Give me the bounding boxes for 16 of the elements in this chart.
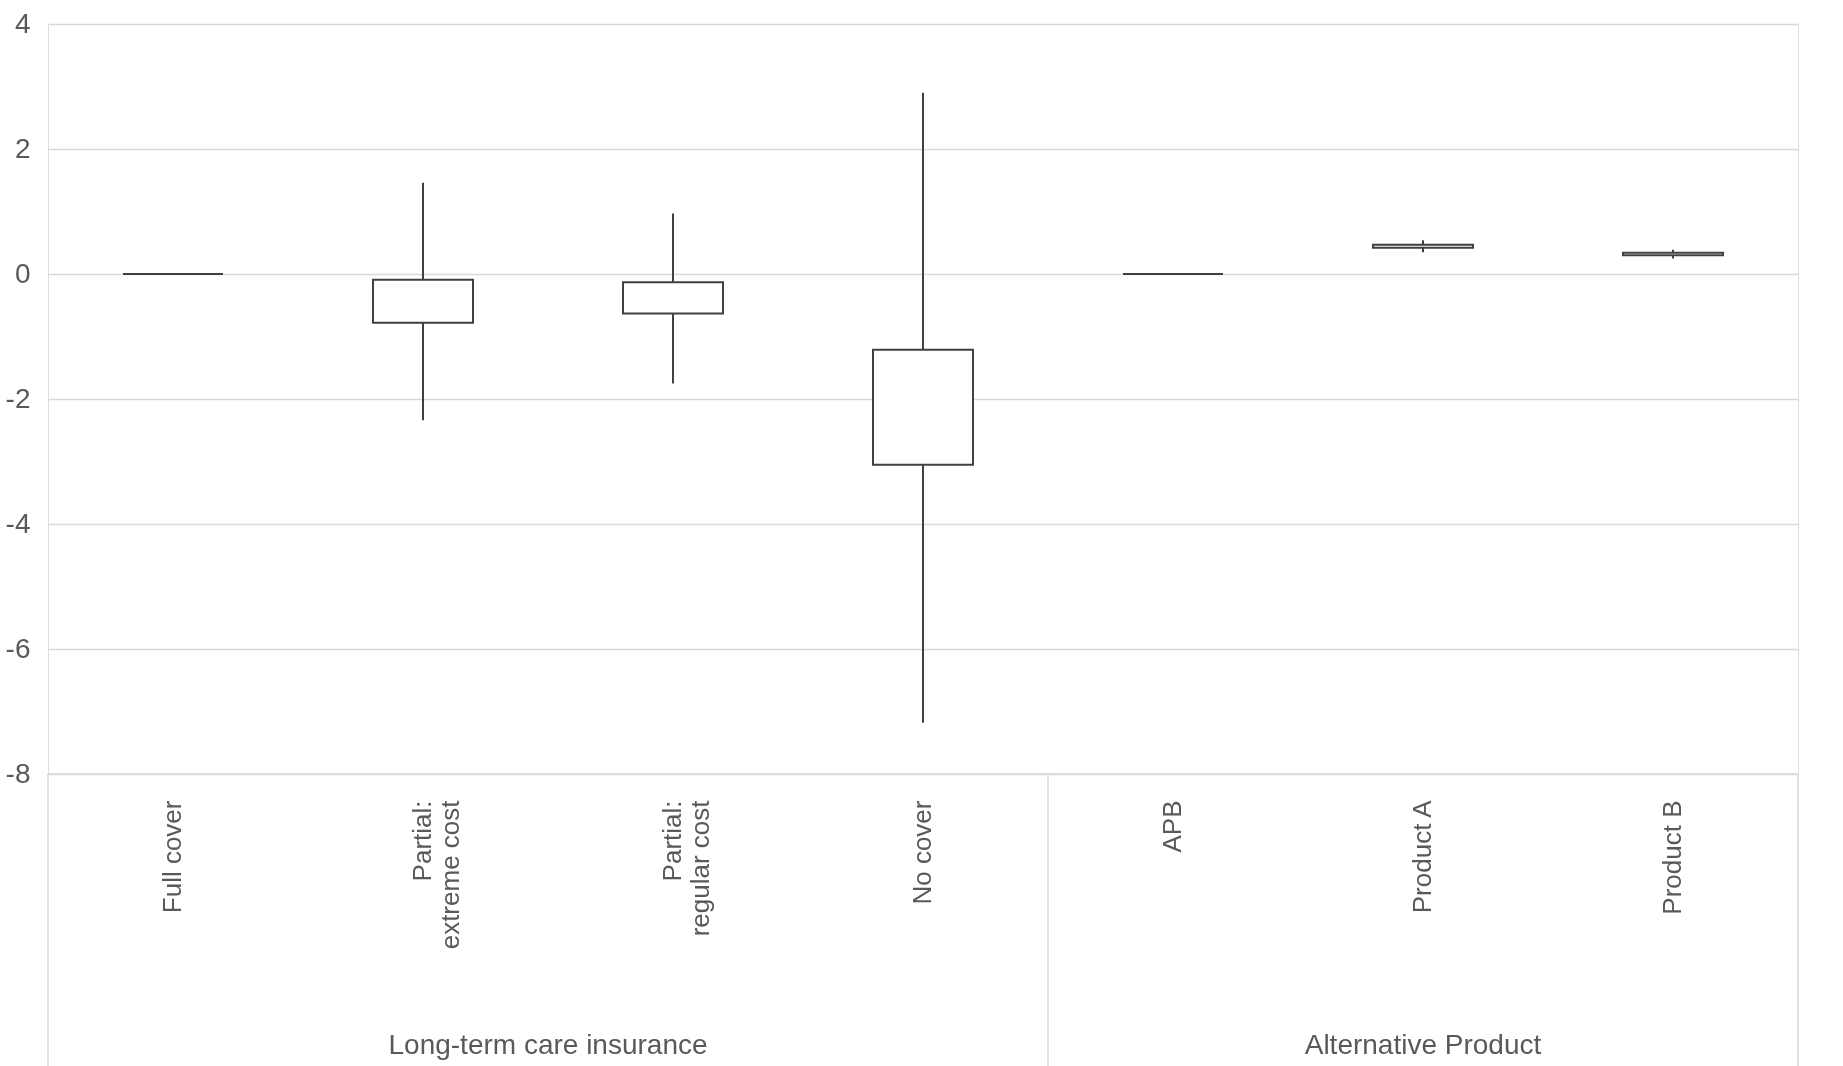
x-tick-label: Product B [1657, 800, 1687, 915]
x-tick-label: Partial: regular cost [657, 799, 715, 937]
y-tick-label: -4 [5, 507, 31, 539]
x-tick-label: Product A [1407, 799, 1437, 914]
x-tick-label: No cover [907, 800, 937, 905]
text: Alternative Product [1304, 1029, 1542, 1060]
x-tick-label: Partial: extreme cost [407, 799, 465, 950]
y-tick-label: 4 [14, 7, 31, 39]
y-tick-label: -6 [5, 632, 31, 664]
y-tick-label: -8 [5, 757, 31, 789]
y-tick-label: 0 [14, 257, 31, 289]
y-tick-label: 2 [14, 132, 31, 164]
text: Long-term care insurance [388, 1029, 708, 1060]
y-tick-label: -2 [5, 382, 31, 414]
x-tick-label: APB [1157, 800, 1187, 853]
x-tick-label: Full cover [157, 800, 187, 914]
